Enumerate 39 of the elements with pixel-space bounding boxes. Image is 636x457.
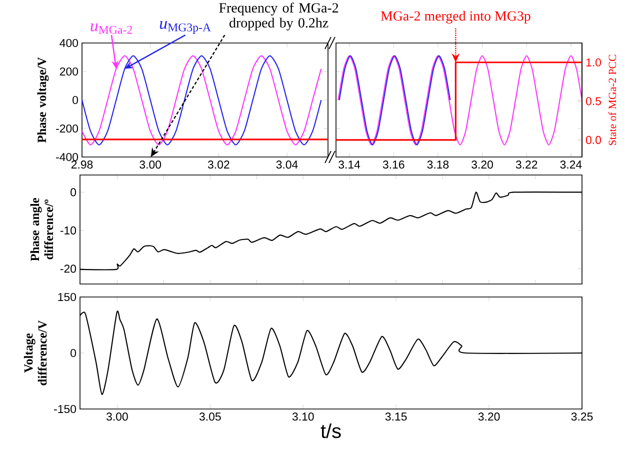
- x-tick-label: 3.05: [199, 412, 221, 421]
- x-tick-label: 3.22: [516, 160, 538, 169]
- y-tick-label: 0: [72, 96, 78, 104]
- x-tick-label: 2.98: [71, 160, 93, 169]
- series-label: u$_{MGa-2}$: [90, 23, 132, 34]
- y-tick-label: 0: [70, 188, 76, 196]
- text: Frequency of MGa-2 dropped by 0.2hz: [219, 2, 338, 30]
- text: 0.0: [586, 136, 602, 144]
- y2-axis-title: State of MGa-2 PCC: [608, 54, 616, 146]
- y-tick-label: 200: [60, 67, 78, 76]
- x-tick-label: 3.00: [140, 160, 162, 169]
- y-tick-label: -400: [56, 152, 78, 162]
- y-tick-label: 0: [70, 348, 76, 358]
- text: 1.0: [586, 58, 602, 66]
- y-axis-title: Phase voltage/V: [37, 57, 49, 143]
- y-tick-label: -20: [60, 264, 76, 273]
- x-tick-label: 3.10: [292, 412, 314, 421]
- x-tick-label: 3.02: [208, 160, 230, 169]
- y-tick-label: -200: [56, 124, 78, 133]
- x-tick-label: 3.20: [478, 412, 500, 421]
- x-tick-label: 3.15: [385, 412, 407, 421]
- x-tick-label: 3.18: [427, 160, 449, 169]
- x-tick-label: 3.24: [560, 160, 582, 169]
- y-tick-label: 400: [60, 38, 78, 48]
- series-label: u$_{MG3p-A}$: [160, 20, 211, 34]
- y-axis-title: Phase angle difference/º: [30, 198, 54, 262]
- annotation: MGa-2 merged into MG3p: [380, 10, 530, 24]
- x-axis-title: t/s: [320, 423, 341, 438]
- y-axis-title: Voltage difference/V: [24, 320, 47, 386]
- text: 0.5: [586, 97, 601, 106]
- y-tick-label: -150: [54, 404, 76, 414]
- x-tick-label: 3.16: [382, 160, 404, 169]
- x-tick-label: 3.14: [338, 160, 360, 169]
- y-tick-label: -10: [60, 226, 76, 235]
- y-tick-label: 150: [58, 292, 76, 302]
- x-tick-label: 3.04: [276, 160, 298, 169]
- x-tick-label: 3.20: [472, 160, 493, 169]
- x-tick-label: 3.00: [106, 412, 128, 421]
- x-tick-label: 3.25: [571, 412, 593, 421]
